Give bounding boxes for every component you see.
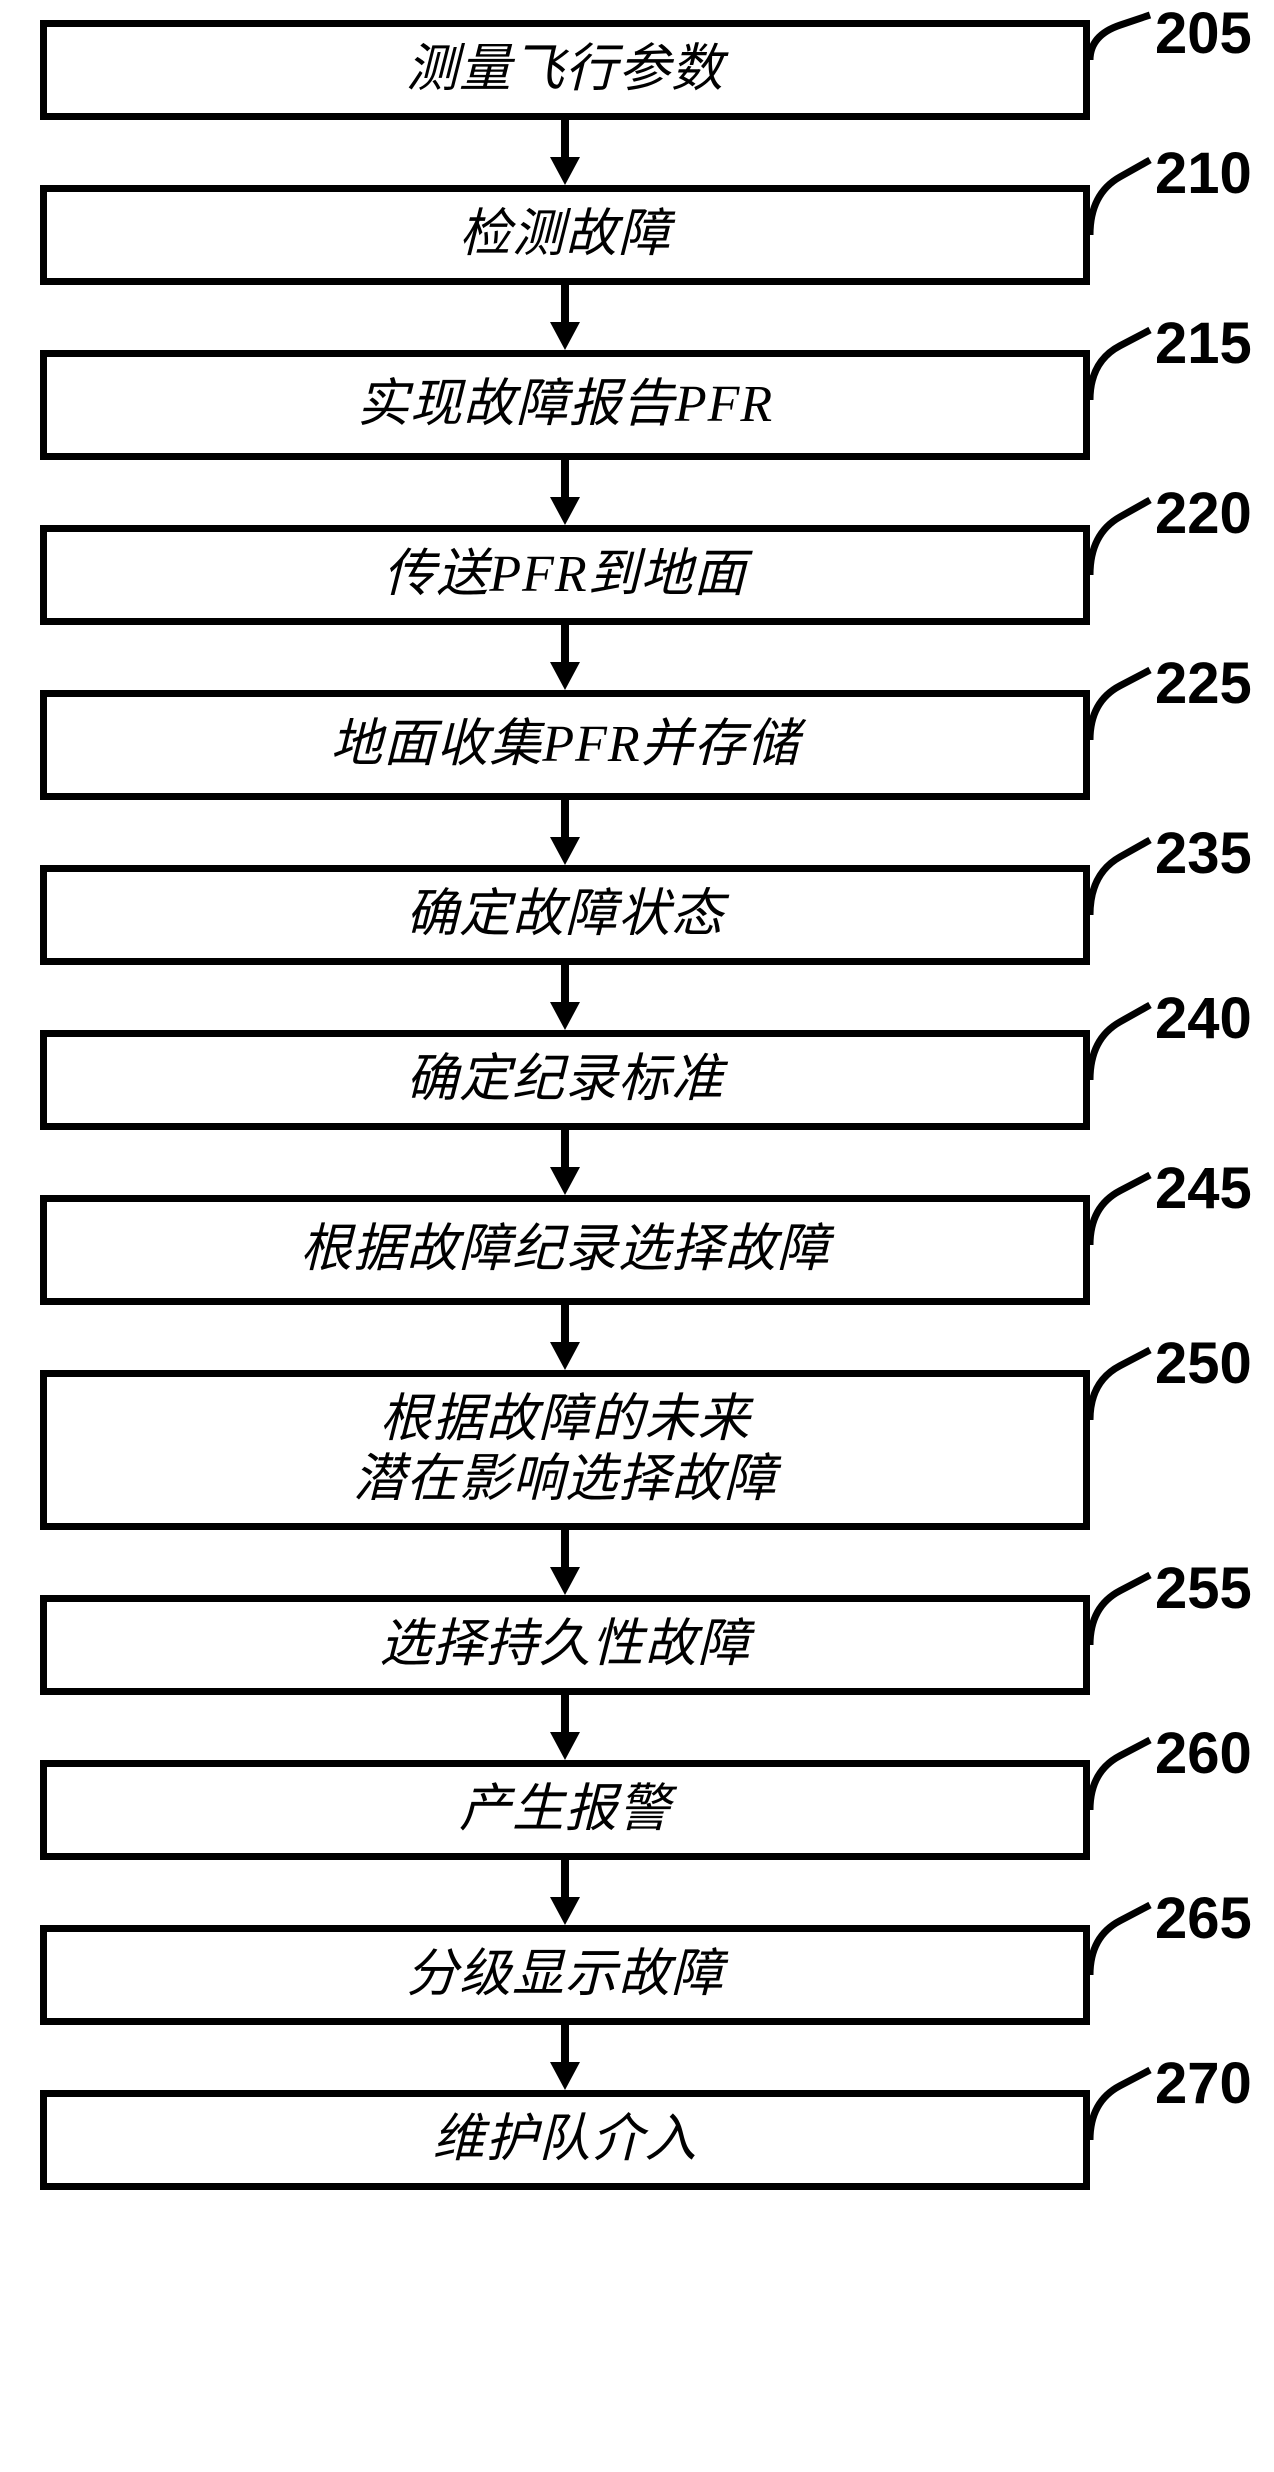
flow-step-235-label: 确定故障状态 [406, 885, 724, 945]
flow-step-225-number: 225 [1155, 650, 1252, 717]
flow-step-215-label: 实现故障报告PFR [357, 375, 773, 435]
flow-step-255-number: 255 [1155, 1555, 1252, 1622]
arrow-250-to-255 [535, 1530, 595, 1595]
flow-step-250-callout [1080, 1340, 1160, 1450]
flow-step-205: 测量飞行参数 [40, 20, 1090, 120]
arrow-215-to-220 [535, 460, 595, 525]
flow-step-235-number: 235 [1155, 820, 1252, 887]
flow-step-265: 分级显示故障 [40, 1925, 1090, 2025]
flow-step-245: 根据故障纪录选择故障 [40, 1195, 1090, 1305]
flow-step-260-callout [1080, 1730, 1160, 1840]
flow-step-255: 选择持久性故障 [40, 1595, 1090, 1695]
flow-step-250: 根据故障的未来 潜在影响选择故障 [40, 1370, 1090, 1530]
flow-step-265-callout [1080, 1895, 1160, 2005]
flow-step-220-number: 220 [1155, 480, 1252, 547]
flow-step-270-callout [1080, 2060, 1160, 2170]
flow-step-225-label: 地面收集PFR并存储 [330, 715, 799, 775]
arrow-225-to-235 [535, 800, 595, 865]
flow-step-245-label: 根据故障纪录选择故障 [300, 1220, 830, 1280]
flow-step-215-callout [1080, 320, 1160, 430]
flow-step-235: 确定故障状态 [40, 865, 1090, 965]
flow-step-260: 产生报警 [40, 1760, 1090, 1860]
flow-step-255-callout [1080, 1565, 1160, 1675]
flow-step-210-label: 检测故障 [459, 205, 671, 265]
flow-step-250-label: 根据故障的未来 潜在影响选择故障 [353, 1390, 777, 1510]
flow-step-205-callout [1080, 5, 1160, 90]
arrow-255-to-260 [535, 1695, 595, 1760]
flow-step-245-callout [1080, 1165, 1160, 1275]
arrow-240-to-245 [535, 1130, 595, 1195]
flow-step-265-label: 分级显示故障 [406, 1945, 724, 2005]
flow-step-240-callout [1080, 995, 1160, 1110]
flow-step-215: 实现故障报告PFR [40, 350, 1090, 460]
flow-step-270: 维护队介入 [40, 2090, 1090, 2190]
flow-step-220-callout [1080, 490, 1160, 605]
arrow-235-to-240 [535, 965, 595, 1030]
flow-step-240-label: 确定纪录标准 [406, 1050, 724, 1110]
flow-step-270-number: 270 [1155, 2050, 1252, 2117]
flow-step-240: 确定纪录标准 [40, 1030, 1090, 1130]
arrow-210-to-215 [535, 285, 595, 350]
flow-step-245-number: 245 [1155, 1155, 1252, 1222]
flow-step-210: 检测故障 [40, 185, 1090, 285]
flow-step-210-callout [1080, 150, 1160, 265]
flow-step-225: 地面收集PFR并存储 [40, 690, 1090, 800]
arrow-220-to-225 [535, 625, 595, 690]
flow-step-260-label: 产生报警 [459, 1780, 671, 1840]
arrow-245-to-250 [535, 1305, 595, 1370]
flow-step-205-label: 测量飞行参数 [406, 40, 724, 100]
arrow-265-to-270 [535, 2025, 595, 2090]
flow-step-205-number: 205 [1155, 0, 1252, 67]
flow-step-225-callout [1080, 660, 1160, 770]
flow-step-220-label: 传送PFR到地面 [383, 545, 746, 605]
flow-step-215-number: 215 [1155, 310, 1252, 377]
flow-step-265-number: 265 [1155, 1885, 1252, 1952]
flow-step-210-number: 210 [1155, 140, 1252, 207]
flow-step-270-label: 维护队介入 [432, 2110, 697, 2170]
arrow-205-to-210 [535, 120, 595, 185]
flow-step-240-number: 240 [1155, 985, 1252, 1052]
flow-step-250-number: 250 [1155, 1330, 1252, 1397]
arrow-260-to-265 [535, 1860, 595, 1925]
flow-step-260-number: 260 [1155, 1720, 1252, 1787]
flow-step-255-label: 选择持久性故障 [379, 1615, 750, 1675]
flow-step-220: 传送PFR到地面 [40, 525, 1090, 625]
flow-step-235-callout [1080, 830, 1160, 945]
